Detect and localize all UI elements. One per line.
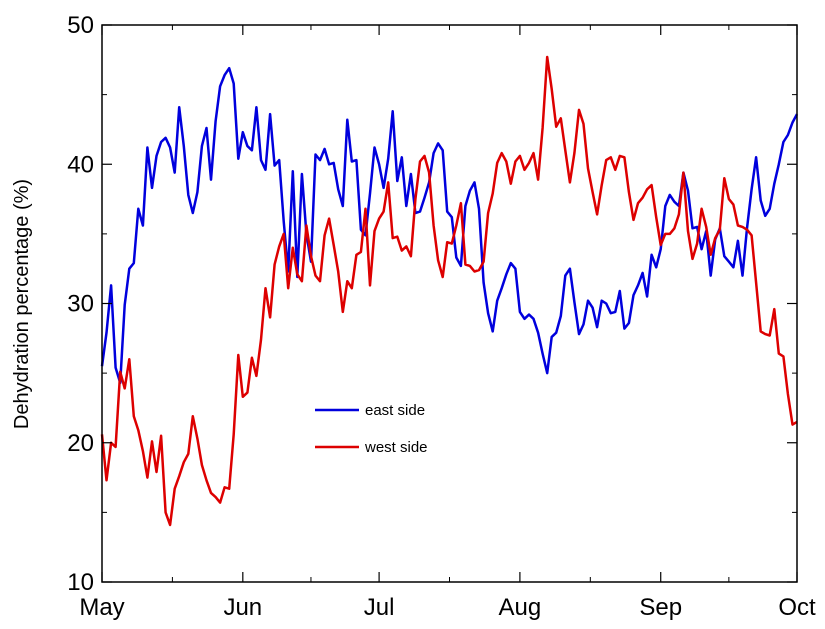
y-tick-label: 50 xyxy=(67,12,94,39)
series-line-west-side xyxy=(100,55,798,527)
x-tick-label: Jun xyxy=(223,594,262,621)
legend-label-east-side: east side xyxy=(365,402,425,419)
legend-label-west-side: west side xyxy=(364,439,428,456)
x-tick-label: Jul xyxy=(364,594,395,621)
ticks-layer: 10 20 30 40 50 May Jun Jul Aug Sep Oct xyxy=(67,12,816,621)
y-tick-label: 20 xyxy=(67,430,94,457)
y-axis-title: Dehydration percentage (%) xyxy=(11,179,33,429)
legend: east side west side xyxy=(315,402,428,456)
x-tick-label: Sep xyxy=(639,594,682,621)
x-tick-label: Aug xyxy=(499,594,542,621)
x-tick-label: May xyxy=(79,594,124,621)
y-tick-label: 40 xyxy=(67,151,94,178)
y-tick-label: 30 xyxy=(67,291,94,318)
y-tick-label: 10 xyxy=(67,569,94,596)
series-layer xyxy=(100,55,799,527)
x-tick-label: Oct xyxy=(778,594,816,621)
